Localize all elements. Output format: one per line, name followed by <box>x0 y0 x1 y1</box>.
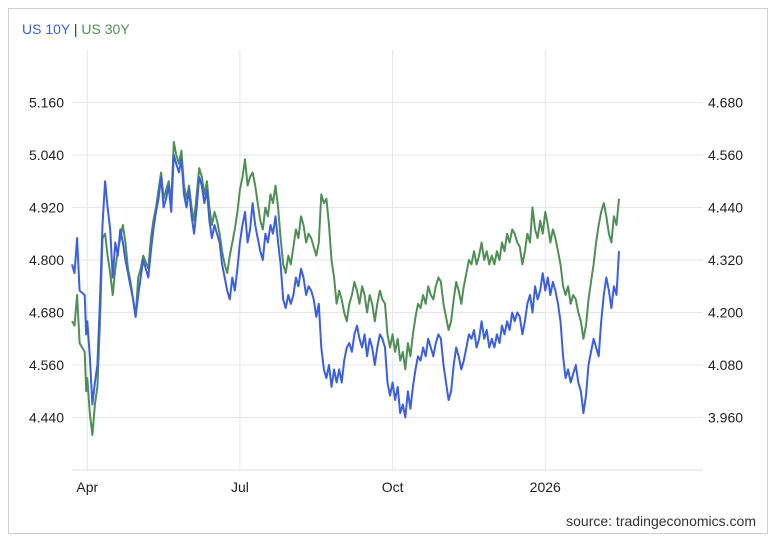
right-axis-ticks: 4.680 4.560 4.440 4.320 4.200 4.080 3.960 <box>708 95 743 426</box>
left-tick-label: 4.920 <box>29 200 64 216</box>
series-lines <box>71 140 620 436</box>
chart-legend: US 10Y | US 30Y <box>22 21 130 37</box>
chart-frame <box>8 8 768 534</box>
right-tick-label: 4.440 <box>708 200 743 216</box>
right-tick-label: 4.560 <box>708 147 743 163</box>
x-axis-ticks: Apr Jul Oct 2026 <box>76 479 561 495</box>
us10y-line[interactable] <box>71 154 620 419</box>
left-axis-ticks: 5.160 5.040 4.920 4.800 4.680 4.560 4.440 <box>29 95 64 426</box>
right-tick-label: 4.200 <box>708 305 743 321</box>
right-tick-label: 4.680 <box>708 95 743 111</box>
left-tick-label: 4.440 <box>29 410 64 426</box>
right-tick-label: 4.320 <box>708 252 743 268</box>
left-tick-label: 4.800 <box>29 252 64 268</box>
legend-separator: | <box>73 21 78 37</box>
left-tick-label: 5.160 <box>29 95 64 111</box>
legend-us10y[interactable]: US 10Y <box>22 21 70 37</box>
right-tick-label: 3.960 <box>708 410 743 426</box>
chart-grid <box>72 50 703 471</box>
legend-us30y[interactable]: US 30Y <box>81 21 130 37</box>
us30y-line[interactable] <box>71 140 620 436</box>
x-tick-label: Jul <box>231 479 249 495</box>
x-tick-label: Oct <box>382 479 404 495</box>
x-tick-label: Apr <box>76 479 98 495</box>
x-tick-label: 2026 <box>530 479 561 495</box>
right-tick-label: 4.080 <box>708 357 743 373</box>
left-tick-label: 4.560 <box>29 357 64 373</box>
left-tick-label: 5.040 <box>29 147 64 163</box>
source-label: source: tradingeconomics.com <box>566 513 756 529</box>
left-tick-label: 4.680 <box>29 305 64 321</box>
